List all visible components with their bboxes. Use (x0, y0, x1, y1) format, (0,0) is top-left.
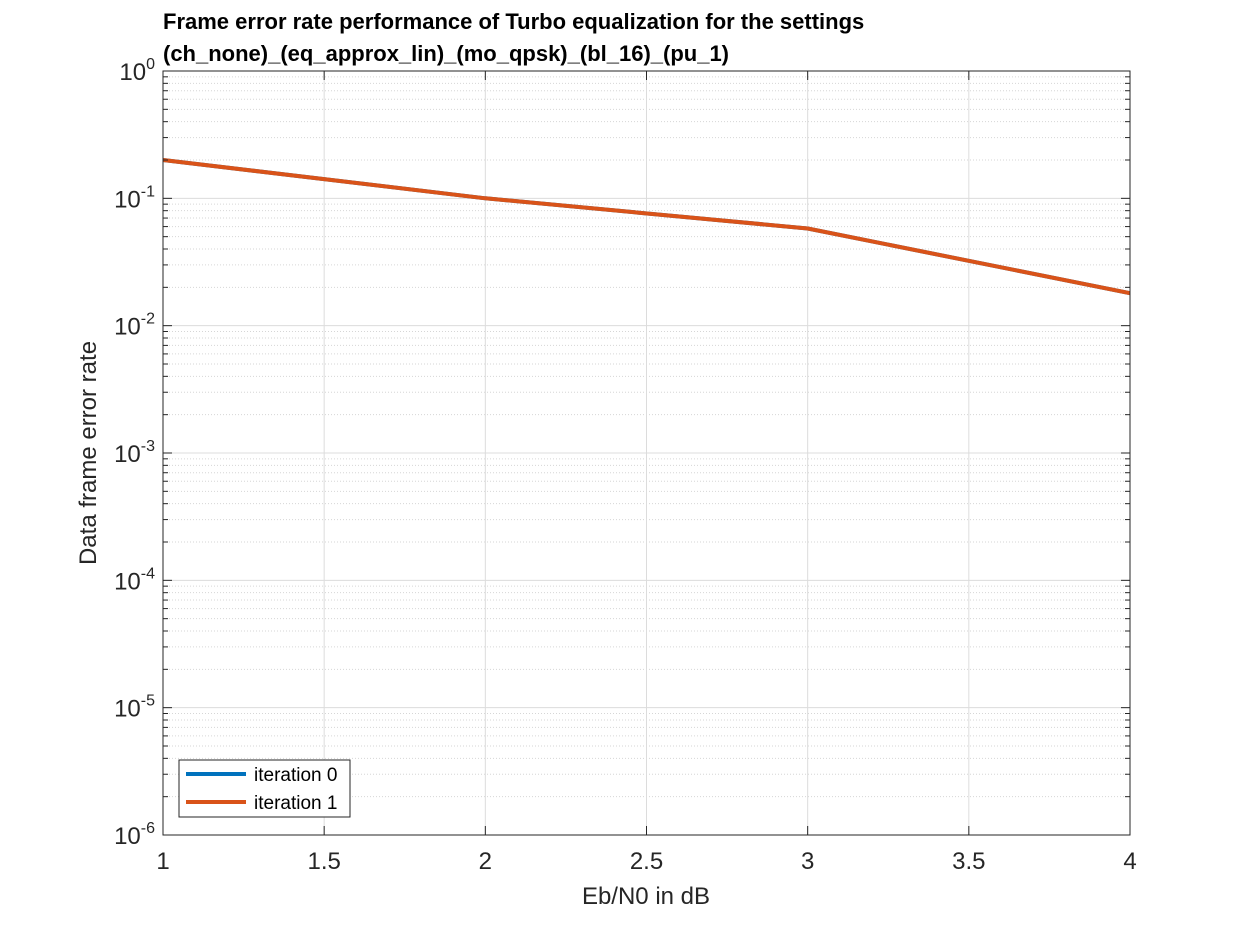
legend: iteration 0 iteration 1 (178, 759, 351, 818)
x-tick-labels: 1 1.5 2 2.5 3 3.5 4 (156, 848, 1136, 875)
x-tick-label: 2.5 (630, 848, 663, 875)
legend-label-iteration-1: iteration 1 (254, 793, 337, 814)
x-tick-label: 1 (156, 848, 169, 875)
y-tick-label: 10-2 (114, 311, 155, 341)
x-tick-label: 3.5 (952, 848, 985, 875)
x-tick-label: 4 (1123, 848, 1136, 875)
y-tick-labels: 100 10-1 10-2 10-3 10-4 10-5 10-6 (114, 56, 155, 850)
x-tick-label: 1.5 (307, 848, 340, 875)
y-tick-label: 10-6 (114, 820, 155, 850)
series-line-iteration-1 (162, 158, 1131, 296)
series-layer (162, 158, 1131, 296)
x-tick-label: 2 (479, 848, 492, 875)
chart-title-line-2: (ch_none)_(eq_approx_lin)_(mo_qpsk)_(bl_… (163, 41, 729, 66)
tick-marks (162, 70, 1131, 836)
legend-box (178, 759, 351, 818)
y-tick-label: 10-5 (114, 693, 155, 723)
y-tick-label: 10-3 (114, 438, 155, 468)
x-axis-label: Eb/N0 in dB (582, 883, 710, 910)
legend-label-iteration-0: iteration 0 (254, 765, 337, 786)
y-tick-label: 10-1 (114, 183, 155, 213)
chart-title-line-1: Frame error rate performance of Turbo eq… (163, 9, 864, 34)
y-tick-label: 100 (119, 56, 155, 86)
y-tick-label: 10-4 (114, 565, 155, 595)
x-tick-label: 3 (801, 848, 814, 875)
y-axis-label: Data frame error rate (75, 341, 102, 565)
